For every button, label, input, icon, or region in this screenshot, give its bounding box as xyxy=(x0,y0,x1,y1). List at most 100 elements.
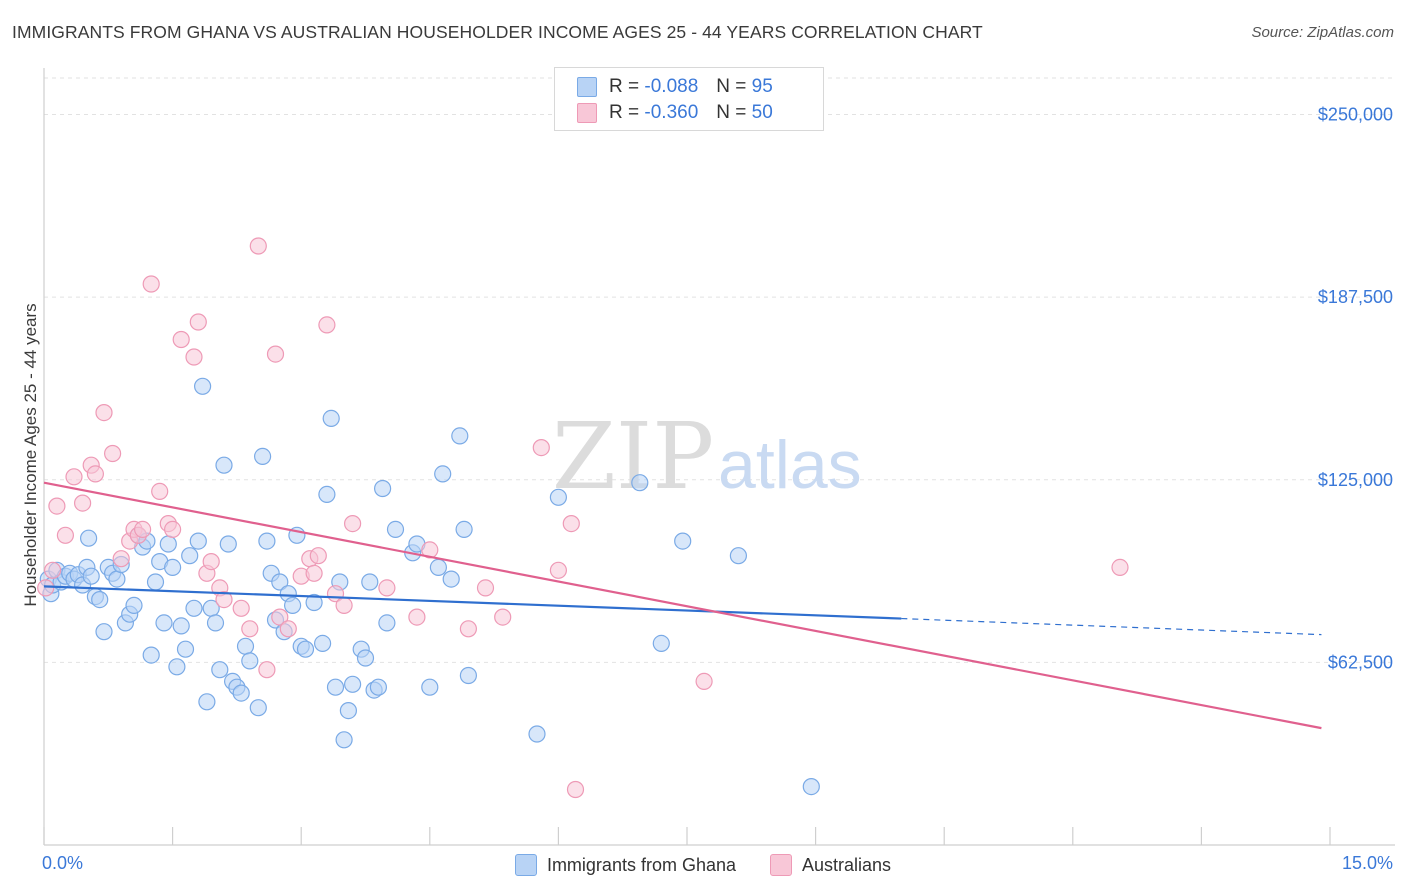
australians-point xyxy=(185,348,203,366)
r-label: R = xyxy=(609,102,640,123)
australians-point xyxy=(549,561,568,579)
ghana-point xyxy=(459,666,477,685)
australians-point xyxy=(112,550,130,568)
ghana-point xyxy=(386,520,405,539)
australians-point xyxy=(258,661,276,679)
ghana-point xyxy=(108,570,126,588)
ghana-point xyxy=(176,640,195,658)
ghana-point xyxy=(442,570,460,588)
ghana-point xyxy=(181,547,199,565)
ghana-point xyxy=(194,377,212,395)
legend-label: Australians xyxy=(802,854,892,875)
australians-point xyxy=(271,608,289,626)
australians-point xyxy=(172,330,190,349)
australians-point xyxy=(266,345,285,363)
australians-point xyxy=(408,608,426,626)
ghana-point xyxy=(258,532,276,550)
ghana-point xyxy=(168,658,186,676)
australians-point xyxy=(309,547,327,565)
watermark-atlas: atlas xyxy=(718,427,862,503)
ghana-point xyxy=(356,649,375,667)
ghana-point xyxy=(339,701,357,720)
australians-point xyxy=(305,564,323,582)
australians-point xyxy=(279,620,297,638)
ghana-point xyxy=(284,596,302,615)
australians-point xyxy=(48,497,66,515)
ghana-point xyxy=(236,637,255,655)
legend-swatch-blue xyxy=(514,854,537,876)
australians-trend-line xyxy=(43,481,1322,730)
ghana-point xyxy=(232,684,250,702)
ghana-point xyxy=(215,456,233,474)
australians-point xyxy=(95,404,113,422)
ghana-point xyxy=(159,535,177,553)
ghana-point xyxy=(95,623,113,641)
australians-point xyxy=(189,313,207,331)
y-tick-label: $62,500 xyxy=(1328,652,1393,672)
r-value: -0.088 xyxy=(644,76,699,97)
ghana-trend-extension xyxy=(901,617,1322,636)
australians-point xyxy=(215,590,233,609)
australians-point xyxy=(134,520,152,539)
ghana-point xyxy=(211,661,229,679)
legend-swatch-pink xyxy=(577,103,597,123)
watermark-zip: ZIP xyxy=(552,403,714,510)
legend-item-ghana[interactable]: Immigrants from Ghana xyxy=(514,854,736,876)
ghana-point xyxy=(369,678,387,696)
ghana-point xyxy=(729,547,748,565)
axes xyxy=(43,68,1395,846)
australians-point xyxy=(43,561,62,579)
ghana-point xyxy=(198,693,216,711)
australians-point xyxy=(532,439,550,457)
ghana-point xyxy=(322,409,340,427)
australians-point xyxy=(1111,558,1129,577)
ghana-point xyxy=(146,573,165,591)
legend-item-australians[interactable]: Australians xyxy=(770,854,891,876)
australians-point xyxy=(56,526,75,544)
ghana-point xyxy=(254,447,272,465)
australians-point xyxy=(344,514,362,533)
australians-point xyxy=(476,579,495,597)
n-label: N = xyxy=(716,102,747,123)
y-tick-label: $250,000 xyxy=(1318,105,1393,125)
ghana-point xyxy=(344,675,362,693)
ghana-point xyxy=(528,725,546,743)
y-tick-label: $187,500 xyxy=(1318,287,1393,307)
ghana-point xyxy=(652,634,670,653)
australians-point xyxy=(65,468,83,486)
australians-point xyxy=(459,620,477,638)
ghana-point xyxy=(172,617,190,635)
trend-lines xyxy=(43,481,1322,730)
australians-point xyxy=(562,514,580,533)
ghana-point xyxy=(91,590,109,609)
australians-point xyxy=(37,579,55,597)
ghana-point xyxy=(378,614,396,632)
x-tick-label: 0.0% xyxy=(42,853,83,873)
source-note: Source: ZipAtlas.com xyxy=(1251,24,1394,41)
australians-point xyxy=(142,275,160,293)
ghana-point xyxy=(549,488,568,506)
ghana-point xyxy=(164,558,182,577)
data-points xyxy=(37,237,1129,799)
australians-point xyxy=(86,465,105,483)
ghana-point xyxy=(79,529,98,547)
australians-point xyxy=(73,494,92,512)
legend-swatch-pink xyxy=(770,854,792,876)
r-label: R = xyxy=(609,76,640,97)
australians-point xyxy=(164,520,182,539)
ghana-point xyxy=(271,573,289,591)
legend-label: Immigrants from Ghana xyxy=(546,854,736,875)
y-tick-label: $125,000 xyxy=(1318,470,1393,490)
tick-labels: $62,500 $125,000 $187,500 $250,000 0.0% 15.0% xyxy=(42,105,1393,873)
ghana-point xyxy=(249,699,267,717)
stats-legend: R = -0.088 N = 95 R = -0.360 N = 50 xyxy=(554,67,824,131)
australians-point xyxy=(494,608,512,626)
australians-point xyxy=(103,444,122,463)
ghana-point xyxy=(421,678,439,696)
r-value: -0.360 xyxy=(644,102,699,123)
watermark: ZIP atlas xyxy=(552,403,862,510)
ghana-point xyxy=(318,485,336,503)
ghana-trend-line xyxy=(43,585,902,620)
ghana-point xyxy=(219,535,237,553)
